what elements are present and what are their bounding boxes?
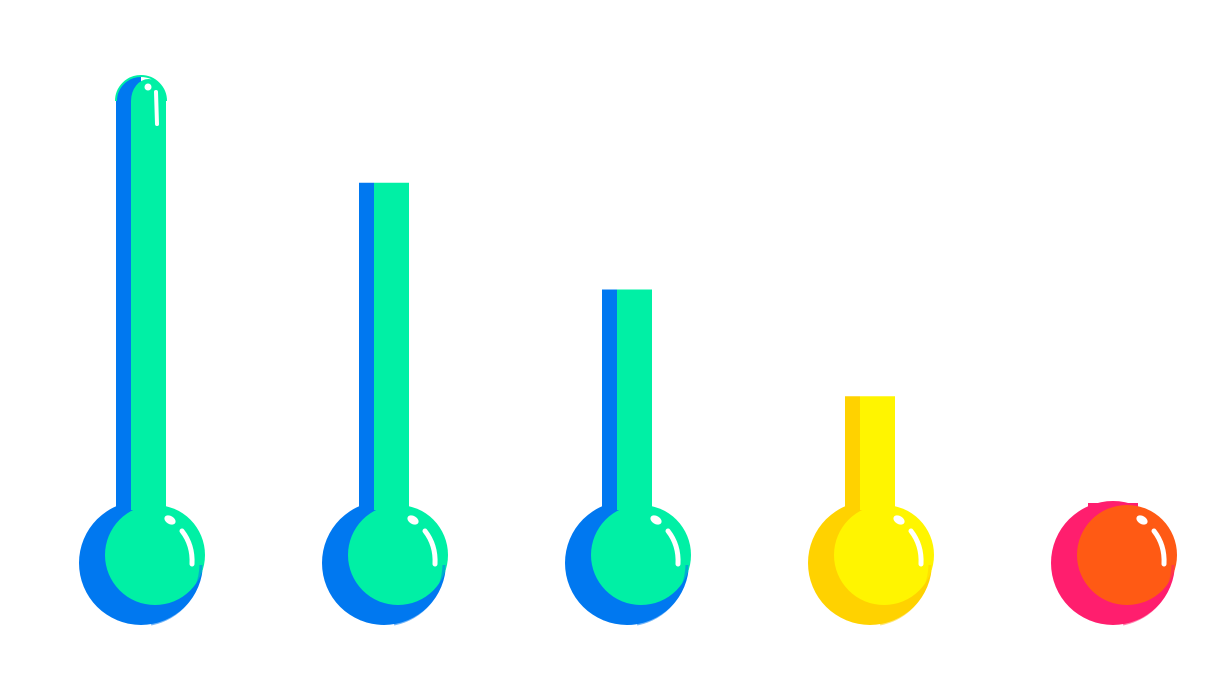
bulb-rim <box>150 564 203 626</box>
tube-shadow <box>602 289 617 510</box>
tube-fill <box>131 79 166 510</box>
tube-fill <box>860 396 895 510</box>
tube-shadow <box>845 396 860 510</box>
thermometer-half <box>565 289 691 626</box>
thermometer-three-quarter <box>322 182 448 626</box>
thermometer-quarter <box>808 396 934 626</box>
tube-highlight-dot <box>144 83 152 91</box>
bulb-highlight-dot <box>893 515 905 525</box>
bulb-highlight-dot <box>650 515 662 525</box>
tube-fill <box>374 182 409 510</box>
tube-fill <box>617 289 652 510</box>
tube-highlight-line <box>154 90 159 126</box>
tube-cap <box>115 75 167 102</box>
thermometer-empty <box>1051 501 1177 626</box>
bulb-highlight-arc <box>422 528 438 567</box>
bulb-highlight-arc <box>908 528 924 567</box>
bulb-highlight-arc <box>665 528 681 567</box>
bulb-highlight-dot <box>1136 515 1148 525</box>
bulb-highlight-arc <box>179 528 195 567</box>
bulb-rim <box>879 564 932 626</box>
bulb-highlight-dot <box>407 515 419 525</box>
bulb-highlight-arc <box>1151 528 1167 567</box>
bulb-rim <box>1122 564 1175 626</box>
bulb-rim <box>393 564 446 626</box>
tube-shadow <box>359 182 374 510</box>
bulb-highlight-dot <box>164 515 176 525</box>
thermometer-full <box>79 75 205 626</box>
bulb-rim <box>636 564 689 626</box>
